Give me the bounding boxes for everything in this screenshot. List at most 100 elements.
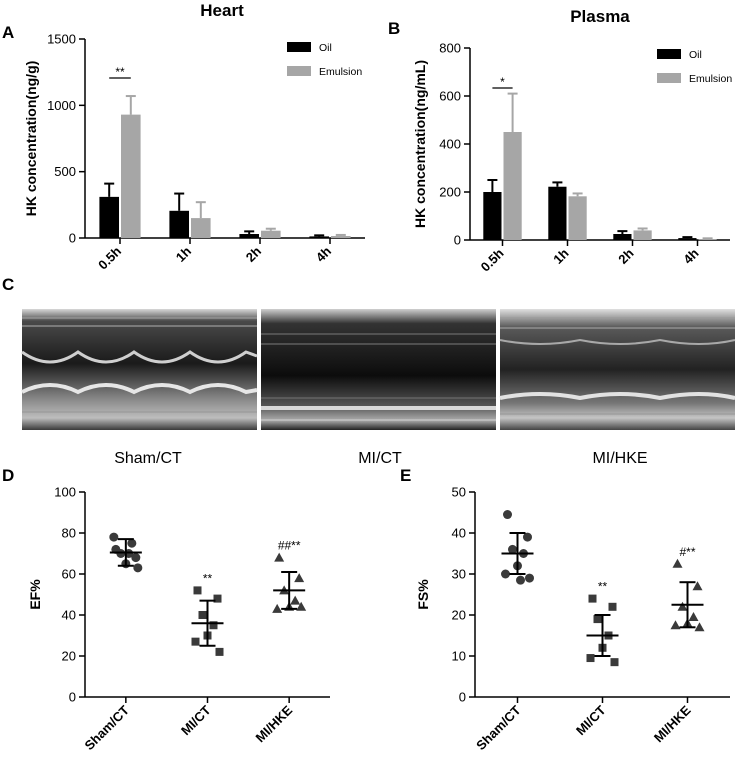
data-point [516, 575, 525, 585]
x-tick-label: MI/CT [573, 702, 609, 738]
bar-oil [483, 192, 502, 240]
legend-label: Oil [689, 49, 702, 61]
data-point [191, 637, 200, 646]
bar-oil [309, 236, 329, 238]
data-point [688, 612, 699, 622]
bar-emulsion [633, 230, 652, 240]
y-tick-label: 40 [62, 608, 76, 623]
legend-swatch [657, 49, 681, 59]
significance-marker: ** [598, 580, 608, 594]
y-tick-label: 400 [439, 137, 461, 152]
y-axis-label: FS% [415, 579, 431, 610]
significance-marker: ** [203, 571, 213, 585]
chart-title: Heart [200, 1, 244, 20]
data-point [127, 538, 137, 548]
data-point [296, 601, 307, 611]
chart-ef: 0 20 40 60 80 100 EF% Sham/CT ** MI/CT ##** MI/HKE [27, 485, 330, 753]
x-tick-label: MI/HKE [253, 702, 296, 745]
y-tick-label: 100 [54, 485, 76, 500]
data-point [133, 563, 143, 573]
bar-oil [548, 186, 567, 240]
data-point [588, 594, 597, 603]
echo-image-mi [261, 309, 496, 430]
data-point [116, 549, 126, 558]
bar-emulsion [261, 230, 281, 238]
chart-title: Plasma [570, 7, 630, 26]
data-point [290, 595, 301, 605]
significance-marker: ##** [278, 539, 301, 553]
echo-caption-sham: Sham/CT [114, 450, 182, 467]
y-tick-label: 800 [439, 41, 461, 56]
y-axis-label: EF% [27, 579, 43, 610]
legend-label: Emulsion [319, 66, 362, 78]
panel-label-c: C [2, 275, 14, 294]
data-point [670, 620, 681, 630]
bar-oil [613, 234, 632, 240]
data-point [610, 658, 619, 667]
data-point [523, 532, 532, 542]
bar-oil [239, 234, 259, 238]
legend-swatch [657, 73, 681, 83]
y-tick-label: 0 [69, 231, 76, 246]
bar-oil [678, 238, 697, 240]
x-tick-label: 1h [550, 245, 571, 266]
panel-label-a: A [2, 23, 14, 42]
x-tick-label: 4h [680, 245, 701, 266]
data-point [508, 544, 517, 554]
x-tick-label: MI/CT [178, 702, 214, 738]
data-point [193, 586, 202, 595]
data-point [209, 621, 218, 630]
data-point [198, 611, 207, 619]
bar-emulsion [331, 236, 351, 238]
y-axis-label: HK concentration(ng/g) [23, 61, 39, 217]
chart-plasma: 0 200 400 600 800 HK concentration(ng/mL) Plas… [412, 7, 732, 275]
bar-emulsion [121, 114, 141, 238]
data-point [677, 601, 688, 611]
x-tick-label: MI/HKE [651, 702, 694, 745]
y-tick-label: 500 [54, 164, 76, 179]
bar-oil [99, 196, 119, 238]
y-tick-label: 50 [452, 485, 466, 500]
echo-image-sham [21, 309, 258, 430]
x-tick-label: 1h [173, 243, 194, 264]
data-point [272, 603, 283, 613]
data-point [694, 622, 705, 632]
y-axis-label: HK concentration(ng/mL) [412, 60, 428, 228]
y-tick-label: 0 [69, 690, 76, 705]
echo-caption-hke: MI/HKE [592, 450, 647, 467]
y-tick-label: 200 [439, 185, 461, 200]
x-tick-label: 0.5h [95, 243, 124, 272]
y-tick-label: 1500 [47, 32, 76, 47]
bar-emulsion [191, 218, 211, 238]
y-tick-label: 20 [62, 649, 76, 664]
data-point [608, 602, 617, 611]
y-tick-label: 10 [452, 649, 466, 664]
x-tick-label: 2h [615, 245, 636, 266]
legend-swatch [287, 42, 311, 52]
data-point [525, 573, 534, 583]
data-point [215, 647, 224, 656]
data-point [501, 569, 510, 579]
data-point [672, 558, 683, 568]
data-point [503, 510, 512, 520]
data-point [593, 615, 602, 624]
panel-label-e: E [400, 466, 411, 485]
echo-caption-mi: MI/CT [358, 450, 402, 467]
x-tick-label: 2h [243, 243, 264, 264]
y-tick-label: 60 [62, 567, 76, 582]
x-tick-label: 0.5h [478, 245, 507, 274]
echo-image-hke [499, 309, 736, 430]
significance-marker: ** [115, 65, 125, 79]
x-tick-label: 4h [313, 243, 334, 264]
y-tick-label: 80 [62, 526, 76, 541]
panel-label-d: D [2, 466, 14, 485]
bar-oil [169, 210, 189, 238]
bar-emulsion [503, 132, 522, 240]
data-point [131, 553, 141, 563]
data-point [586, 654, 595, 663]
chart-heart: 0 500 1000 1500 HK concentration(ng/g) Heart 0… [23, 1, 365, 273]
x-tick-label: Sham/CT [82, 702, 132, 752]
significance-marker: * [500, 75, 505, 89]
data-point [294, 573, 305, 583]
